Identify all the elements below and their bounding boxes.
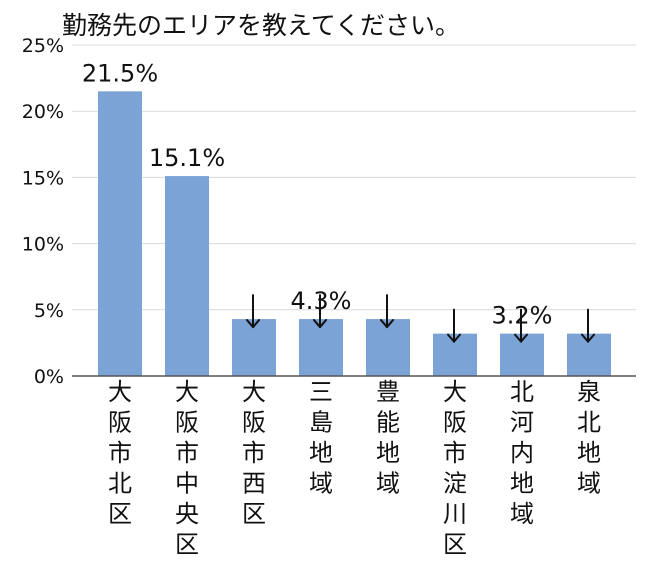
y-tick-label: 20% <box>22 101 64 123</box>
y-tick-label: 5% <box>34 300 64 322</box>
data-label: 21.5% <box>82 59 158 87</box>
category-labels: 大阪市北区 大阪市中央区 大阪市西区 三島地域 豊能地域 大阪市淀川区 北河内地域 泉北地域 <box>108 378 601 559</box>
data-labels: 21.5% 15.1% 4.3% 3.2% <box>82 59 553 329</box>
category-label: 泉北地域 <box>577 378 601 498</box>
down-arrow-icon <box>313 294 327 329</box>
category-label: 大阪市北区 <box>108 378 132 528</box>
bar <box>299 319 343 376</box>
bars <box>98 91 611 376</box>
y-tick-label: 10% <box>22 234 64 256</box>
bar <box>98 91 142 376</box>
data-label: 4.3% <box>291 287 352 315</box>
down-arrow-icon <box>246 294 260 329</box>
down-arrow-icon <box>380 294 394 329</box>
down-arrow-icon <box>581 308 595 343</box>
category-label: 豊能地域 <box>376 378 400 498</box>
bar <box>232 319 276 376</box>
y-tick-label: 0% <box>34 366 64 388</box>
down-arrow-icon <box>447 308 461 343</box>
category-label: 大阪市中央区 <box>175 378 199 559</box>
category-label: 北河内地域 <box>510 378 534 528</box>
data-label: 3.2% <box>492 302 553 330</box>
category-label: 三島地域 <box>309 378 333 498</box>
category-label: 大阪市淀川区 <box>443 378 467 559</box>
arrow-marks <box>246 294 595 343</box>
data-label: 15.1% <box>149 144 225 172</box>
category-label: 大阪市西区 <box>242 378 266 528</box>
y-tick-label: 15% <box>22 167 64 189</box>
bar <box>165 176 209 376</box>
down-arrow-icon <box>514 308 528 343</box>
y-tick-label: 25% <box>22 35 64 57</box>
y-axis-ticks: 0% 5% 10% 15% 20% 25% <box>22 35 64 388</box>
bar <box>366 319 410 376</box>
chart-title: 勤務先のエリアを教えてください。 <box>62 11 460 40</box>
